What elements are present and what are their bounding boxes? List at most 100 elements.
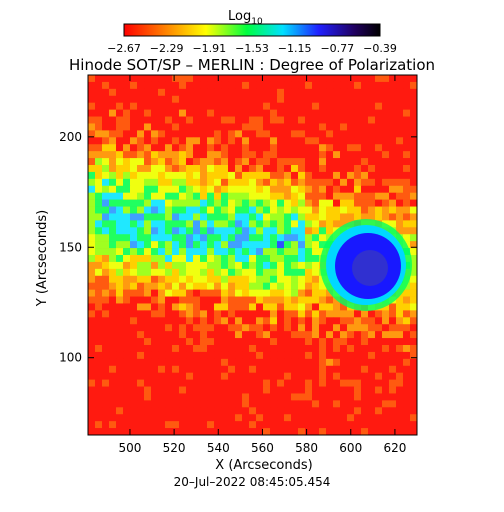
heatmap-cell — [95, 137, 103, 145]
heatmap-cell — [277, 241, 285, 249]
heatmap-cell — [179, 144, 187, 152]
heatmap-cell — [179, 88, 187, 97]
heatmap-cell — [95, 75, 103, 83]
heatmap-cell — [172, 289, 180, 297]
heatmap-cell — [319, 241, 327, 249]
heatmap-cell — [312, 275, 320, 283]
sunspot-core — [352, 250, 388, 286]
heatmap-cell — [305, 414, 313, 422]
heatmap-cell — [207, 407, 215, 415]
heatmap-cell — [221, 310, 229, 318]
heatmap-cell — [396, 81, 404, 90]
heatmap-cell — [242, 317, 250, 325]
heatmap-cell — [207, 414, 215, 422]
heatmap-cell — [109, 268, 117, 277]
heatmap-cell — [410, 116, 418, 124]
heatmap-cell — [228, 351, 236, 360]
heatmap-cell — [291, 428, 299, 436]
heatmap-cell — [109, 310, 117, 318]
heatmap-cell — [193, 95, 201, 103]
heatmap-cell — [200, 317, 208, 325]
heatmap-cell — [277, 261, 285, 270]
heatmap-cell — [361, 130, 369, 138]
heatmap-cell — [207, 338, 215, 346]
heatmap-cell — [354, 407, 362, 415]
heatmap-cell — [403, 95, 411, 103]
heatmap-cell — [326, 393, 334, 401]
heatmap-cell — [228, 331, 236, 339]
heatmap-cell — [361, 372, 369, 380]
heatmap-cell — [235, 102, 243, 110]
heatmap-cell — [389, 192, 397, 200]
heatmap-cell — [214, 407, 222, 415]
heatmap-cell — [396, 324, 404, 332]
heatmap-cell — [396, 296, 404, 304]
heatmap-cell — [200, 220, 208, 228]
heatmap-cell — [158, 261, 166, 270]
heatmap-cell — [291, 358, 299, 367]
heatmap-cell — [368, 158, 376, 166]
heatmap-cell — [130, 123, 138, 131]
heatmap-cell — [207, 303, 215, 311]
heatmap-cell — [151, 116, 159, 124]
heatmap-cell — [207, 310, 215, 318]
heatmap-cell — [116, 310, 124, 318]
heatmap-cell — [354, 130, 362, 138]
heatmap-cell — [235, 116, 243, 124]
heatmap-cell — [326, 158, 334, 166]
heatmap-cell — [319, 88, 327, 97]
heatmap-cell — [305, 88, 313, 97]
heatmap-cell — [214, 393, 222, 401]
heatmap-cell — [284, 227, 292, 235]
heatmap-cell — [123, 213, 131, 221]
heatmap-cell — [165, 158, 173, 166]
heatmap-cell — [263, 386, 271, 394]
heatmap-cell — [221, 261, 229, 270]
heatmap-cell — [228, 88, 236, 97]
heatmap-cell — [109, 123, 117, 131]
heatmap-cell — [186, 206, 194, 214]
heatmap-cell — [137, 234, 145, 242]
heatmap-cell — [284, 372, 292, 380]
heatmap-cell — [214, 248, 222, 256]
heatmap-cell — [151, 261, 159, 270]
heatmap-cell — [305, 310, 313, 318]
heatmap-cell — [263, 282, 271, 290]
heatmap-cell — [172, 331, 180, 339]
heatmap-cell — [249, 296, 257, 304]
heatmap-cell — [144, 303, 152, 311]
heatmap-cell — [130, 75, 138, 83]
heatmap-cell — [277, 116, 285, 124]
heatmap-cell — [165, 255, 173, 263]
heatmap-cell — [165, 81, 173, 90]
heatmap-cell — [263, 130, 271, 138]
heatmap-cell — [347, 185, 355, 193]
heatmap-cell — [102, 95, 110, 103]
heatmap-cell — [109, 227, 117, 235]
heatmap-cell — [396, 185, 404, 193]
heatmap-cell — [270, 393, 278, 401]
heatmap-cell — [277, 379, 285, 387]
heatmap-cell — [207, 248, 215, 256]
heatmap-cell — [389, 137, 397, 145]
heatmap-cell — [263, 206, 271, 214]
heatmap-cell — [375, 338, 383, 346]
heatmap-cell — [291, 116, 299, 124]
heatmap-cell — [382, 345, 390, 353]
heatmap-cell — [116, 255, 124, 263]
heatmap-cell — [235, 414, 243, 422]
heatmap-cell — [403, 75, 411, 83]
heatmap-cell — [200, 185, 208, 193]
heatmap-cell — [88, 372, 96, 380]
heatmap-cell — [256, 165, 264, 173]
heatmap-cell — [305, 275, 313, 283]
heatmap-cell — [228, 407, 236, 415]
heatmap-cell — [382, 151, 390, 159]
heatmap-cell — [312, 268, 320, 277]
heatmap-cell — [256, 303, 264, 311]
heatmap-cell — [277, 407, 285, 415]
heatmap-cell — [347, 345, 355, 353]
heatmap-cell — [382, 400, 390, 408]
heatmap-cell — [256, 421, 264, 429]
heatmap-cell — [298, 351, 306, 360]
